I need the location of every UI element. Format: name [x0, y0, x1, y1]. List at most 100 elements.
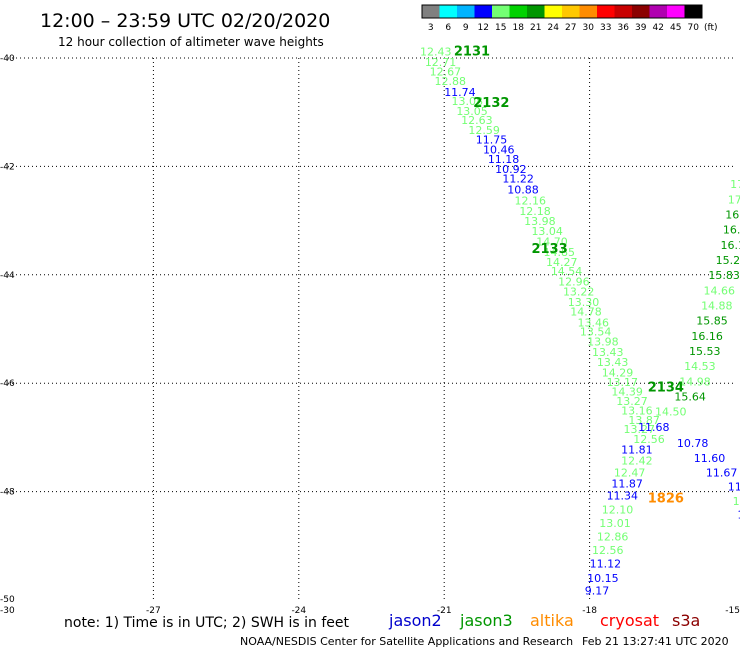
- swh-value-label: 16.: [725, 208, 740, 221]
- chart-subtitle: 12 hour collection of altimeter wave hei…: [58, 35, 324, 49]
- swh-value-label: 12.42: [621, 455, 653, 468]
- chart-title: 12:00 – 23:59 UTC 02/20/2020: [40, 10, 330, 32]
- scale-swatch: [614, 5, 632, 18]
- swh-value-label: 13.43: [592, 346, 624, 359]
- scale-label: 3: [428, 23, 434, 33]
- scale-label: 24: [548, 23, 560, 33]
- swh-value-label: 11.12: [590, 557, 622, 570]
- swh-value-label: 11.60: [694, 452, 726, 465]
- satellite-legend: jason2 jason3 altika cryosat s3a: [388, 611, 700, 630]
- x-tick-label: -18: [582, 606, 597, 616]
- scale-swatch: [457, 5, 475, 18]
- scale-swatch: [544, 5, 562, 18]
- swh-value-label: 13.87: [628, 414, 660, 427]
- swh-value-label: 13.22: [563, 285, 595, 298]
- scale-swatch: [667, 5, 685, 18]
- swh-value-label: 13.05: [456, 105, 488, 118]
- swh-value-label: 12.47: [614, 466, 646, 479]
- x-tick-label: -15: [725, 606, 740, 616]
- swh-value-label: 10.92: [495, 163, 526, 176]
- y-tick-label: -44: [0, 271, 15, 281]
- swh-value-label: 12.86: [597, 530, 629, 543]
- satellite-s3a: s3a: [672, 611, 700, 630]
- swh-value-label: 14.88: [701, 299, 733, 312]
- scale-border: [421, 4, 703, 19]
- swh-value-label: 15.64: [674, 391, 706, 404]
- swh-value-label: 12.88: [435, 75, 467, 88]
- swh-value-label: 11.87: [611, 477, 643, 490]
- scale-label: 9: [463, 23, 469, 33]
- scale-label: (ft): [704, 23, 718, 33]
- swh-value-label: 16.16: [691, 330, 723, 343]
- swh-value-label: 12.96: [558, 276, 590, 289]
- scale-swatch: [474, 5, 492, 18]
- scale-swatch: [597, 5, 615, 18]
- swh-value-label: 12.59: [468, 124, 500, 137]
- swh-value-label: 13.98: [524, 215, 556, 228]
- scale-swatch: [527, 5, 545, 18]
- swh-value-label: 14.50: [655, 406, 687, 419]
- scale-label: 70: [688, 23, 700, 33]
- swh-value-label: 11.68: [638, 421, 670, 434]
- scale-swatch: [649, 5, 667, 18]
- swh-value-label: 15.22: [716, 254, 740, 267]
- scale-label: 18: [513, 23, 525, 33]
- swh-value-label: 16.2: [723, 224, 740, 237]
- swh-value-label: 12.56: [633, 433, 665, 446]
- swh-value-label: 13.04: [531, 225, 563, 238]
- scale-swatch: [492, 5, 510, 18]
- swh-value-label: 10.15: [587, 572, 619, 585]
- swh-value-label: 14.27: [546, 256, 578, 269]
- swh-value-label: 15.85: [696, 315, 728, 328]
- swh-value-label: 14.66: [703, 284, 735, 297]
- scale-label: 42: [653, 23, 664, 33]
- satellite-jason2: jason2: [388, 611, 442, 630]
- y-tick-label: -50: [0, 595, 15, 605]
- swh-value-label: 16.1: [720, 239, 740, 252]
- scale-label: 15: [495, 23, 506, 33]
- swh-value-label: 13.27: [624, 423, 656, 436]
- scale-swatch: [579, 5, 597, 18]
- swh-value-label: 12.67: [430, 65, 462, 78]
- swh-value-label: 14.39: [611, 386, 643, 399]
- swh-value-label: 15.53: [689, 345, 721, 358]
- swh-value-label: 11.75: [476, 134, 508, 147]
- swh-value-label: 17: [730, 178, 740, 191]
- scale-swatch: [439, 5, 457, 18]
- swh-value-label: 14.54: [551, 265, 583, 278]
- pass-number-label: 2134: [648, 380, 684, 395]
- pass-labels: 2131 2132 2133 2134 1826: [454, 44, 684, 506]
- swh-value-label: 10.88: [507, 184, 539, 197]
- swh-value-label: 12.71: [425, 56, 457, 69]
- swh-value-label: 13.43: [597, 356, 629, 369]
- swh-value-label: 11.67: [706, 466, 738, 479]
- swh-value-label: 13.16: [621, 405, 653, 418]
- scale-label: 33: [600, 23, 611, 33]
- satellite-altika: altika: [530, 611, 574, 630]
- scale-label: 45: [670, 23, 681, 33]
- swh-value-label: 14.53: [684, 360, 716, 373]
- timestamp-text: Feb 21 13:27:41 UTC 2020: [582, 635, 729, 648]
- swh-value-label: 11.88: [728, 481, 740, 494]
- swh-value-label: 12.18: [519, 205, 551, 218]
- pass-number-label: 2133: [531, 242, 567, 257]
- swh-value-label: 13.46: [577, 316, 609, 329]
- swh-value-label: 14.70: [536, 236, 568, 249]
- swh-value-label: 11.: [737, 509, 740, 522]
- satellite-cryosat: cryosat: [600, 611, 659, 630]
- y-tick-label: -42: [0, 162, 15, 172]
- swh-value-label: 11.18: [488, 153, 520, 166]
- swh-value-label: 17: [728, 193, 740, 206]
- y-tick-label: -46: [0, 379, 15, 389]
- credit-text: NOAA/NESDIS Center for Satellite Applica…: [240, 635, 573, 648]
- swh-value-label: 14.78: [570, 305, 602, 318]
- swh-value-label: 13.08: [451, 95, 483, 108]
- swh-value-label: 14.85: [544, 246, 576, 259]
- swh-value-label: 9.17: [585, 585, 610, 598]
- x-tick-label: -24: [291, 606, 306, 616]
- swh-value-label: 12.16: [514, 194, 546, 207]
- swh-value-label: 15.83: [708, 269, 740, 282]
- swh-value-label: 10.46: [483, 143, 515, 156]
- swh-value-label: 14.98: [679, 375, 711, 388]
